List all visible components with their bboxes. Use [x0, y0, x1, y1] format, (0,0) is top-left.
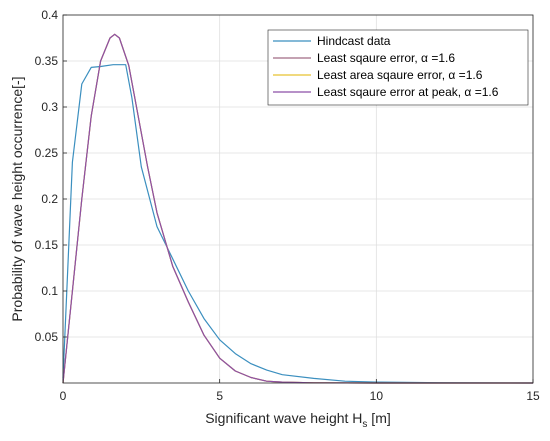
y-tick-label: 0.3	[41, 100, 58, 114]
legend-label-least-peak: Least sqaure error at peak, α =1.6	[317, 85, 499, 99]
series-layer	[62, 33, 534, 384]
legend-box	[267, 29, 529, 106]
y-tick-label: 0.2	[41, 192, 58, 206]
series-line-least-peak	[62, 33, 533, 384]
x-tick-label: 5	[216, 389, 223, 403]
legend-label-least-area: Least area sqaure error, α =1.6	[317, 68, 483, 82]
y-tick-label: 0.4	[41, 8, 58, 22]
x-tick-label: 0	[60, 389, 67, 403]
y-tick-label: 0.35	[35, 54, 59, 68]
x-axis-label: Significant wave height Hs [m]	[205, 410, 391, 430]
x-tick-label: 15	[526, 389, 540, 403]
legend-label-hindcast: Hindcast data	[317, 34, 391, 48]
y-tick-label: 0.05	[35, 330, 59, 344]
legend: Hindcast data Least sqaure error, α =1.6…	[267, 29, 529, 106]
y-tick-label: 0.25	[35, 146, 59, 160]
legend-label-least-square: Least sqaure error, α =1.6	[317, 51, 455, 65]
y-axis-label: Probability of wave height occurrence[-]	[9, 76, 25, 321]
axis-ticks: 0 5 10 15 0.05 0.1 0.15 0.2 0.25 0.3 0.35 0.4	[35, 8, 540, 403]
x-tick-label: 10	[370, 389, 384, 403]
y-tick-label: 0.1	[41, 284, 58, 298]
y-tick-label: 0.15	[35, 238, 59, 252]
series-line-hindcast	[62, 64, 534, 384]
